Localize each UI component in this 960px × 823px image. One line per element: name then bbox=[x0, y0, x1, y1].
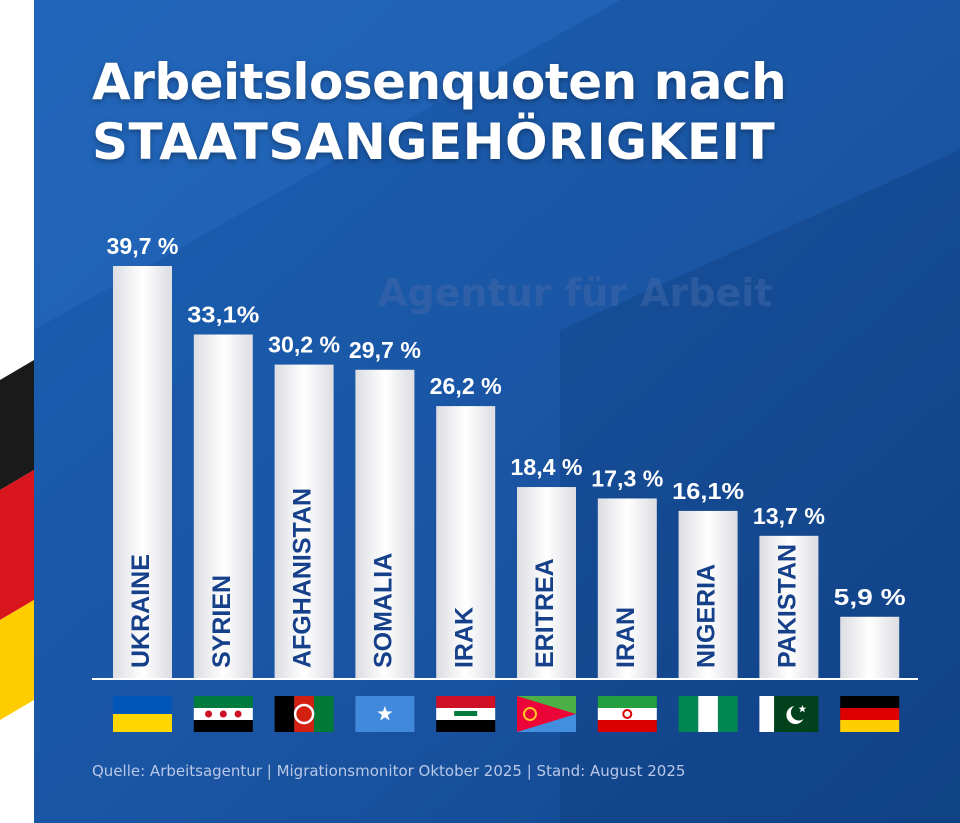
category-label-nigeria: NIGERIA bbox=[693, 564, 721, 668]
bars-group: 39,7 % UKRAINE 33,1% SYRIEN 30,2 % AFGHANISTA… bbox=[107, 233, 906, 678]
category-label-afghanistan: AFGHANISTAN bbox=[289, 488, 317, 668]
eritrea-flag-icon bbox=[517, 696, 576, 732]
bar-pakistan bbox=[759, 535, 819, 678]
bar-eritrea bbox=[517, 487, 576, 678]
category-label-somalia: SOMALIA bbox=[370, 553, 398, 668]
bar-somalia bbox=[355, 369, 415, 678]
iran-flag-icon bbox=[597, 696, 657, 732]
nigeria-flag-icon bbox=[678, 696, 738, 732]
bar-irak bbox=[436, 406, 496, 678]
value-label-afghanistan: 30,2 % bbox=[268, 332, 340, 358]
flags-row bbox=[113, 696, 900, 732]
bar-afghanistan bbox=[274, 364, 334, 678]
bar-deutschland bbox=[840, 616, 900, 678]
pakistan-flag-icon bbox=[759, 696, 819, 732]
bar-iran bbox=[597, 498, 657, 678]
germany-flag-icon bbox=[840, 696, 900, 732]
ukraine-flag-icon bbox=[113, 696, 172, 732]
germany-stripe-decoration bbox=[0, 360, 34, 720]
title-line-2: STAATSANGEHÖRIGKEIT bbox=[92, 113, 776, 171]
value-label-irak: 26,2 % bbox=[430, 373, 502, 399]
category-label-eritrea: ERITREA bbox=[531, 558, 559, 668]
source-note: Quelle: Arbeitsagentur | Migrationsmonit… bbox=[92, 762, 686, 780]
category-label-syrien: SYRIEN bbox=[208, 575, 236, 668]
bar-ukraine bbox=[113, 266, 172, 678]
page-title: Arbeitslosenquoten nach STAATSANGEHÖRIGK… bbox=[92, 52, 932, 172]
bar-syrien bbox=[193, 334, 253, 678]
category-label-pakistan: PAKISTAN bbox=[774, 544, 802, 668]
category-label-irak: IRAK bbox=[450, 607, 478, 668]
value-label-iran: 17,3 % bbox=[591, 465, 663, 491]
value-label-syrien: 33,1% bbox=[187, 301, 259, 327]
afghanistan-flag-icon bbox=[274, 696, 334, 732]
syria-flag-icon bbox=[193, 696, 253, 732]
title-line-1: Arbeitslosenquoten nach bbox=[92, 53, 787, 111]
background-panel bbox=[34, 0, 960, 823]
somalia-flag-icon bbox=[355, 696, 415, 732]
category-label-iran: IRAN bbox=[612, 607, 640, 668]
background-highlight bbox=[34, 0, 620, 330]
value-label-nigeria: 16,1% bbox=[672, 478, 744, 504]
value-label-deutschland: 5,9 % bbox=[834, 584, 906, 610]
value-label-somalia: 29,7 % bbox=[349, 337, 421, 363]
value-label-ukraine: 39,7 % bbox=[107, 233, 179, 259]
background-watermark-text: Agentur für Arbeit bbox=[378, 271, 773, 315]
bar-nigeria bbox=[678, 510, 738, 678]
value-label-pakistan: 13,7 % bbox=[753, 503, 825, 529]
category-label-ukraine: UKRAINE bbox=[127, 554, 155, 668]
iraq-flag-icon bbox=[436, 696, 496, 732]
value-label-eritrea: 18,4 % bbox=[511, 454, 583, 480]
